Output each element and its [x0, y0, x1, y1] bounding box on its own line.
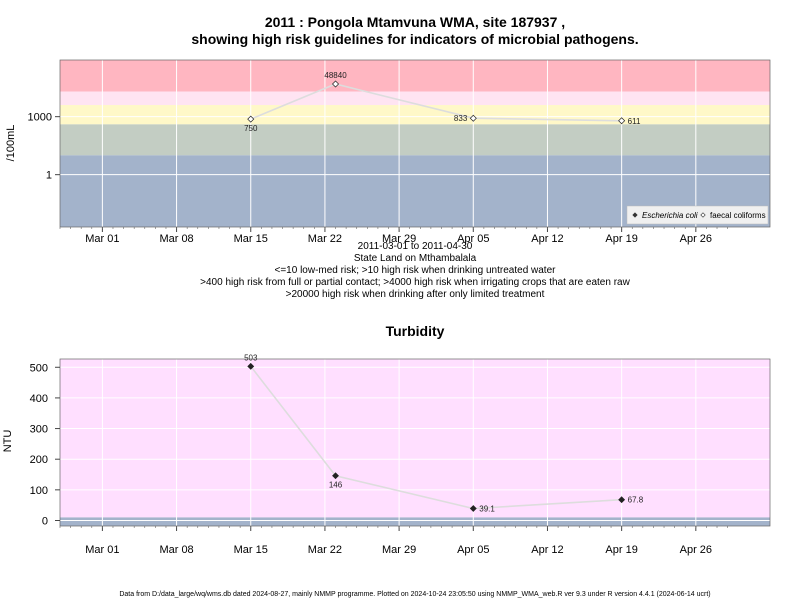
bottom-y-label: NTU: [2, 430, 14, 453]
x-tick-label: Apr 19: [605, 544, 637, 556]
legend-box: [626, 205, 769, 225]
bottom-series: 503 146 39.1 67.8: [244, 353, 644, 513]
x-tick-label: Apr 26: [680, 544, 712, 556]
top-y-label: /100mL: [5, 125, 17, 162]
top-y-axis: 1 1000: [28, 112, 60, 182]
bottom-x-axis: Mar 01 Mar 08 Mar 15 Mar 22 Mar 29 Apr 05 Apr …: [59, 526, 728, 556]
legend-label-faecal: faecal coliforms: [710, 211, 766, 220]
x-tick-label: Mar 08: [159, 233, 193, 245]
chart-title-line1: 2011 : Pongola Mtamvuna WMA, site 187937…: [265, 14, 565, 30]
caption-risk-contact: >400 high risk from full or partial cont…: [200, 277, 630, 288]
data-label: 503: [244, 353, 258, 362]
x-tick-label: Mar 01: [85, 233, 119, 245]
y-tick-label: 300: [30, 424, 48, 436]
x-tick-label: Mar 08: [159, 544, 193, 556]
caption: 2011-03-01 to 2011-04-30 State Land on M…: [200, 241, 630, 300]
x-tick-label: Mar 15: [234, 544, 268, 556]
x-tick-label: Mar 22: [308, 544, 342, 556]
risk-band-extreme: [60, 60, 770, 92]
data-label: 39.1: [479, 505, 495, 514]
x-tick-label: Mar 29: [382, 544, 416, 556]
data-point: [247, 115, 255, 123]
turbidity-band-low: [60, 517, 770, 526]
data-label: 48840: [324, 71, 347, 80]
bottom-y-axis: 0 100 200 300 400 500: [30, 362, 60, 527]
data-point: [469, 114, 477, 122]
top-x-axis: Mar 01 Mar 08 Mar 15 Mar 22 Mar 29 Apr 05 Apr …: [59, 227, 728, 245]
top-series: 750 48840 833 611: [244, 71, 641, 133]
bottom-grid: [60, 359, 770, 526]
legend-marker-faecal: [700, 212, 706, 218]
turbidity-band-high: [60, 359, 770, 518]
data-point: [469, 505, 477, 512]
x-tick-label: Apr 05: [457, 233, 489, 245]
caption-date-range: 2011-03-01 to 2011-04-30: [358, 241, 473, 252]
y-tick-label: 400: [30, 393, 48, 405]
legend-marker-ecoli: [632, 212, 638, 218]
data-point: [332, 80, 340, 88]
y-tick-label: 200: [30, 454, 48, 466]
series-line: [250, 365, 622, 510]
y-tick-label: 100: [30, 485, 48, 497]
chart-title-line2: showing high risk guidelines for indicat…: [191, 31, 638, 47]
data-point: [247, 362, 255, 370]
bottom-plot-frame: [59, 358, 771, 527]
x-tick-label: Apr 05: [457, 544, 489, 556]
y-tick-label: 1000: [28, 112, 52, 124]
y-tick-label: 500: [30, 362, 48, 374]
x-tick-label: Mar 01: [85, 544, 119, 556]
x-tick-label: Mar 29: [382, 233, 416, 245]
legend: Escherichia coli faecal coliforms: [626, 205, 769, 225]
x-tick-label: Apr 26: [680, 233, 712, 245]
risk-band-drinking: [60, 124, 770, 156]
data-label: 611: [628, 117, 641, 126]
x-tick-label: Apr 12: [531, 544, 563, 556]
data-point: [618, 496, 626, 504]
top-plot-frame: [59, 59, 771, 228]
data-label: 750: [244, 124, 258, 133]
turbidity-title: Turbidity: [386, 323, 445, 339]
caption-risk-limited-treatment: >20000 high risk when drinking after onl…: [286, 289, 545, 300]
risk-band-contact: [60, 91, 770, 106]
data-label: 67.8: [628, 496, 644, 505]
top-grid: [60, 60, 770, 227]
x-tick-label: Apr 12: [531, 233, 563, 245]
caption-site-name: State Land on Mthambalala: [354, 253, 477, 264]
x-tick-label: Mar 22: [308, 233, 342, 245]
risk-band-irrigation: [60, 105, 770, 125]
x-tick-label: Apr 19: [605, 233, 637, 245]
data-point: [332, 472, 339, 480]
y-tick-label: 0: [42, 515, 48, 527]
data-point: [618, 117, 626, 125]
x-tick-label: Mar 15: [234, 233, 268, 245]
series-line: [250, 83, 622, 122]
caption-risk-drinking: <=10 low-med risk; >10 high risk when dr…: [275, 265, 557, 276]
footer-note: Data from D:/data_large/wq/wms.db dated …: [119, 591, 710, 598]
legend-label-ecoli: Escherichia coli: [642, 211, 698, 220]
data-label: 146: [329, 481, 343, 490]
y-tick-label: 1: [46, 170, 52, 182]
data-label: 833: [454, 114, 468, 123]
